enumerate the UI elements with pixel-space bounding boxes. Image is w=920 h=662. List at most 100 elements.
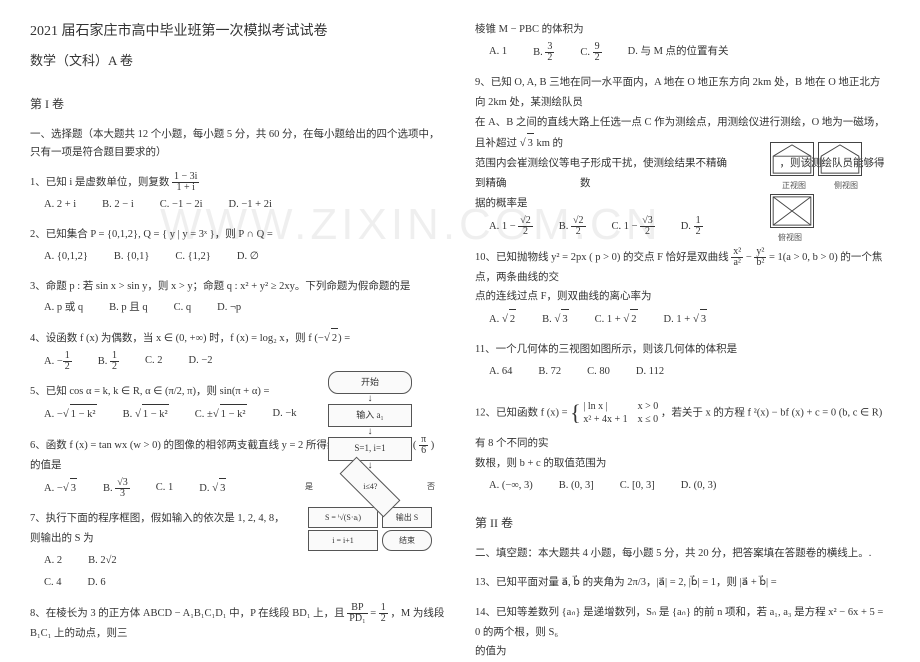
question-12: 12、已知函数 f (x) = { | ln x | x > 0 x² + 4x… [475,392,890,496]
q4-opt-b: B. 12 [98,351,119,372]
q8-opt-d: D. 与 M 点的位置有关 [628,42,729,63]
q4-stem-b: ) = [338,333,350,344]
front-label: 正视图 [782,180,806,191]
q7-options-row2: C. 4 D. 6 [44,573,305,593]
q3-stem: 3、命题 p : 若 sin x > sin y，则 x > y；命题 q : … [30,281,410,292]
q3-opt-b: B. p 且 q [109,298,148,318]
q7-opt-b: B. 2√2 [88,551,117,571]
q1-options: A. 2 + i B. 2 − i C. −1 − 2i D. −1 + 2i [44,195,445,215]
q2-stem: 2、已知集合 P = {0,1,2}, Q = { y | y = 3ˣ }，则… [30,229,273,240]
q6-opt-c: C. 1 [156,478,174,499]
question-7: 7、执行下面的程序框图，假如输入的依次是 1, 2, 4, 8， 则输出的 S … [30,509,445,593]
fc-inc: i = i+1 [308,530,378,551]
left-column: 2021 届石家庄市高中毕业班第一次模拟考试试卷 数学（文科）A 卷 第 I 卷… [30,20,445,631]
q1-opt-a: A. 2 + i [44,195,76,215]
q11-opt-c: C. 80 [587,362,610,382]
q7-options-row1: A. 2 B. 2√2 [44,551,305,571]
q8-options: A. 1 B. 32 C. 92 D. 与 M 点的位置有关 [489,42,890,63]
q12-piece2: x² + 4x + 1 x ≤ 0 [583,414,658,425]
question-11: 11、一个几何体的三视图如图所示，则该几何体的体积是 A. 64 B. 72 C… [475,340,890,382]
fc-end: 结束 [382,530,432,551]
q7-opt-a: A. 2 [44,551,62,571]
q1-opt-b: B. 2 − i [102,195,134,215]
q7-stem: 7、执行下面的程序框图，假如输入的依次是 1, 2, 4, 8， [30,509,305,529]
question-8: 8、在棱长为 3 的正方体 ABCD − A₁B₁C₁D₁ 中，P 在线段 BD… [30,603,445,644]
q10-opt-d: D. 1 + 3 [664,309,708,330]
right-column: 棱锥 M − PBC 的体积为 A. 1 B. 32 C. 92 D. 与 M … [475,20,890,631]
hyperbola-frac: x²a² [731,247,743,268]
q10-opt-c: C. 1 + 2 [595,309,638,330]
q3-opt-d: D. ¬p [217,298,241,318]
question-4: 4、设函数 f (x) 为偶数，当 x ∈ (0, +∞) 时，f (x) = … [30,328,445,372]
q6-opt-d: D. 3 [199,478,226,499]
q11-stem: 11、一个几何体的三视图如图所示，则该几何体的体积是 [475,344,737,355]
q9-opt-d: D. 12 [681,216,703,237]
q10-stem2: 点的连线过点 F，则双曲线的离心率为 [475,287,890,307]
q3-options: A. p 或 q B. p 且 q C. q D. ¬p [44,298,445,318]
q4-stem-a: 4、设函数 f (x) 为偶数，当 x ∈ (0, +∞) 时，f (x) = … [30,333,324,344]
fc-no-label: 否 [427,479,435,494]
question-3: 3、命题 p : 若 sin x > sin y，则 x > y；命题 q : … [30,277,445,319]
q10-opt-b: B. 3 [542,309,569,330]
arrow-icon: ↓ [305,429,435,435]
front-view-icon [770,142,814,176]
part2-label: 第 II 卷 [475,514,890,531]
fc-input: 输入 a₁ [328,404,412,427]
question-2: 2、已知集合 P = {0,1,2}, Q = { y | y = 3ˣ }，则… [30,225,445,267]
q2-options: A. {0,1,2} B. {0,1} C. {1,2} D. ∅ [44,247,445,267]
side-view-icon [818,142,862,176]
side-label: 侧视图 [834,180,858,191]
q12-opt-d: D. (0, 3) [681,476,717,496]
exam-title: 2021 届石家庄市高中毕业班第一次模拟考试试卷 [30,20,445,40]
q11-options: A. 64 B. 72 C. 80 D. 112 [489,362,709,382]
bp-pd-frac: BPPD₁ [347,603,367,624]
q11-opt-d: D. 112 [636,362,664,382]
q12-piece1: | ln x | x > 0 [583,401,658,412]
q4-opt-a: A. −12 [44,351,72,372]
q11-opt-b: B. 72 [538,362,561,382]
q12-options: A. (−∞, 3) B. (0, 3] C. [0, 3] D. (0, 3) [489,476,890,496]
q6-opt-a: A. −3 [44,478,77,499]
q9-line1: 9、已知 O, A, B 三地在同一水平面内，A 地在 O 地正东方向 2km … [475,73,890,113]
q8-opt-a: A. 1 [489,42,507,63]
q8-continuation: 棱锥 M − PBC 的体积为 A. 1 B. 32 C. 92 D. 与 M … [475,20,890,63]
q8-cont-text: 棱锥 M − PBC 的体积为 [475,24,584,35]
q1-opt-d: D. −1 + 2i [229,195,272,215]
fc-init: S=1, i=1 [328,437,412,460]
sqrt-3-icon: 3 [520,133,534,154]
q9-line2b: km 的 [537,138,564,149]
q7-opt-c: C. 4 [44,573,62,593]
q10-options: A. 2 B. 3 C. 1 + 2 D. 1 + 3 [489,309,890,330]
top-view-icon [770,194,814,228]
q5-opt-c: C. ±1 − k² [195,404,247,425]
q2-opt-a: A. {0,1,2} [44,247,88,267]
arrow-icon: ↓ [305,396,435,402]
fc-start: 开始 [328,371,412,394]
fc-yes-label: 是 [305,479,313,494]
q8-opt-c: C. 92 [580,42,601,63]
part2-instruction: 二、填空题：本大题共 4 小题，每小题 5 分，共 20 分，把答案填在答题卷的… [475,545,890,563]
q9-opt-a: A. 1 − √22 [489,216,533,237]
q12-opt-b: B. (0, 3] [559,476,594,496]
q12-stem2: 数根，则 b + c 的取值范围为 [475,454,890,474]
q4-opt-c: C. 2 [145,351,163,372]
q3-opt-c: C. q [174,298,192,318]
part1-instruction: 一、选择题（本大题共 12 个小题，每小题 5 分，共 60 分，在每小题给出的… [30,126,445,162]
q5-stem: 5、已知 cos α = k, k ∈ R, α ∈ (π/2, π)，则 si… [30,386,269,397]
q10-opt-a: A. 2 [489,309,516,330]
q2-opt-c: C. {1,2} [175,247,210,267]
q2-opt-d: D. ∅ [237,247,259,267]
question-1: 1、已知 i 是虚数单位，则复数 1 − 3i1 + i A. 2 + i B.… [30,172,445,215]
q5-opt-a: A. −1 − k² [44,404,97,425]
q9-opt-c: C. 1 − √32 [612,216,655,237]
q11-opt-a: A. 64 [489,362,512,382]
fc-body: S = ⁱ√(S·aᵢ) [308,507,378,528]
q12-opt-a: A. (−∞, 3) [489,476,533,496]
three-views: 正视图 侧视图 俯视图 [770,142,870,243]
sqrt-2-icon: 2 [324,328,338,349]
part1-label: 第 I 卷 [30,95,445,112]
question-14: 14、已知等差数列 {aₙ} 是递增数列，Sₙ 是 {aₙ} 的前 n 项和，若… [475,603,890,662]
q12-opt-c: C. [0, 3] [620,476,655,496]
q1-opt-c: C. −1 − 2i [160,195,203,215]
q2-opt-b: B. {0,1} [114,247,149,267]
